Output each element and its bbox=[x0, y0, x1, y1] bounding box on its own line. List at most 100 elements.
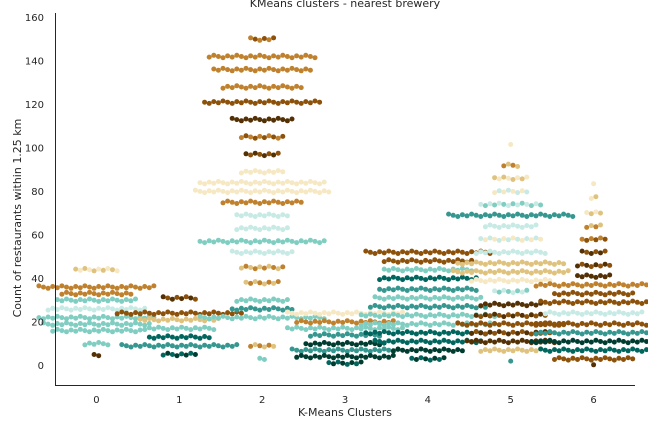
data-point bbox=[248, 305, 254, 311]
data-point bbox=[261, 84, 267, 90]
data-point bbox=[404, 275, 410, 281]
data-point bbox=[515, 270, 521, 275]
data-point bbox=[473, 276, 479, 282]
data-point bbox=[165, 333, 171, 339]
data-point bbox=[602, 311, 608, 317]
data-point bbox=[349, 360, 355, 366]
data-point bbox=[423, 321, 429, 327]
data-point bbox=[584, 272, 590, 278]
data-point bbox=[588, 273, 594, 279]
data-point bbox=[229, 248, 235, 254]
data-point bbox=[128, 291, 134, 297]
data-point bbox=[312, 180, 318, 186]
data-point bbox=[611, 347, 617, 353]
data-point bbox=[561, 338, 567, 344]
data-point bbox=[123, 321, 129, 326]
data-point bbox=[220, 188, 226, 194]
data-point bbox=[261, 225, 267, 231]
data-point bbox=[206, 335, 212, 341]
data-point bbox=[340, 324, 346, 330]
data-point bbox=[556, 321, 562, 326]
data-point bbox=[528, 203, 534, 209]
data-point bbox=[257, 37, 263, 43]
data-point bbox=[280, 307, 286, 313]
data-point bbox=[243, 249, 249, 255]
y-tick-label: 120 bbox=[25, 100, 44, 111]
data-point bbox=[50, 284, 56, 289]
data-point bbox=[243, 116, 249, 122]
data-point bbox=[625, 300, 631, 306]
data-point bbox=[252, 135, 258, 141]
data-point bbox=[266, 37, 272, 43]
data-point bbox=[505, 289, 511, 294]
data-point bbox=[344, 331, 350, 337]
data-point bbox=[418, 312, 424, 318]
data-point bbox=[160, 316, 166, 322]
data-point bbox=[501, 330, 507, 336]
data-point bbox=[446, 211, 452, 217]
data-point bbox=[386, 267, 392, 273]
data-point bbox=[280, 52, 286, 58]
data-point bbox=[220, 238, 226, 244]
data-point bbox=[188, 309, 194, 315]
data-point bbox=[275, 135, 281, 141]
data-point bbox=[492, 249, 498, 255]
data-point bbox=[73, 266, 79, 272]
data-point bbox=[188, 342, 194, 348]
data-point bbox=[386, 294, 392, 300]
data-point bbox=[381, 340, 387, 346]
data-point bbox=[271, 134, 277, 140]
data-point bbox=[220, 85, 226, 91]
data-point bbox=[533, 260, 539, 266]
data-point bbox=[271, 67, 277, 73]
data-point bbox=[248, 190, 254, 196]
data-point bbox=[418, 251, 424, 256]
data-point bbox=[496, 237, 502, 243]
data-point bbox=[533, 277, 539, 283]
data-point bbox=[432, 330, 438, 336]
data-point bbox=[91, 321, 97, 327]
data-point bbox=[459, 296, 465, 302]
data-point bbox=[142, 284, 148, 289]
data-point bbox=[482, 331, 488, 337]
data-point bbox=[298, 353, 304, 358]
data-point bbox=[427, 305, 433, 311]
data-point bbox=[160, 325, 166, 331]
data-point bbox=[312, 238, 318, 244]
data-point bbox=[100, 313, 106, 319]
data-point bbox=[528, 250, 534, 256]
x-axis-label: K-Means Clusters bbox=[298, 406, 392, 419]
data-point bbox=[588, 299, 594, 305]
data-point bbox=[611, 339, 617, 345]
data-point bbox=[441, 329, 447, 335]
data-point bbox=[496, 176, 502, 182]
data-point bbox=[441, 275, 447, 281]
data-point bbox=[77, 285, 83, 291]
data-point bbox=[165, 309, 171, 315]
data-point bbox=[303, 52, 309, 58]
data-point bbox=[142, 322, 148, 328]
data-point bbox=[473, 329, 479, 335]
data-point bbox=[524, 278, 530, 284]
data-point bbox=[607, 356, 613, 362]
data-point bbox=[611, 357, 617, 363]
data-point bbox=[133, 296, 138, 302]
data-point bbox=[510, 188, 516, 194]
data-point bbox=[487, 235, 493, 241]
data-point bbox=[238, 135, 244, 141]
data-point bbox=[100, 307, 106, 312]
data-point bbox=[312, 331, 318, 337]
data-point bbox=[409, 248, 415, 254]
data-point bbox=[515, 311, 521, 317]
data-point bbox=[533, 348, 539, 354]
data-point bbox=[400, 249, 406, 255]
data-point bbox=[524, 320, 530, 326]
data-point bbox=[427, 288, 433, 293]
data-point bbox=[252, 214, 258, 219]
data-point bbox=[266, 180, 272, 186]
data-point bbox=[335, 318, 341, 324]
data-point bbox=[317, 181, 323, 187]
data-point bbox=[96, 340, 102, 345]
data-point bbox=[266, 200, 272, 206]
data-point bbox=[570, 321, 576, 327]
